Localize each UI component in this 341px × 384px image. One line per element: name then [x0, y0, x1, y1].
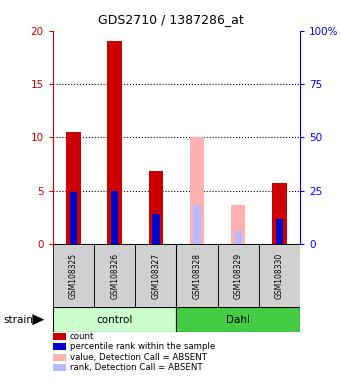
Text: GSM108330: GSM108330: [275, 252, 284, 299]
Text: strain: strain: [3, 314, 33, 325]
Bar: [152, 214, 160, 244]
Text: GSM108327: GSM108327: [151, 252, 160, 299]
Text: percentile rank within the sample: percentile rank within the sample: [70, 342, 215, 351]
Bar: [235, 231, 242, 244]
Text: GSM108329: GSM108329: [234, 252, 243, 299]
Text: Dahl: Dahl: [226, 314, 250, 325]
Text: control: control: [97, 314, 133, 325]
Bar: [177, 307, 300, 332]
Text: count: count: [70, 332, 94, 341]
Bar: [53, 244, 94, 307]
Text: GSM108328: GSM108328: [193, 253, 202, 298]
Text: value, Detection Call = ABSENT: value, Detection Call = ABSENT: [70, 353, 207, 362]
Bar: [259, 244, 300, 307]
Bar: [177, 244, 218, 307]
Bar: [107, 41, 122, 244]
Bar: [231, 205, 246, 244]
Bar: [135, 244, 177, 307]
Bar: [190, 137, 204, 244]
Text: GSM108326: GSM108326: [110, 252, 119, 299]
Bar: [149, 171, 163, 244]
Bar: [66, 132, 81, 244]
Bar: [218, 244, 259, 307]
Bar: [272, 183, 287, 244]
Bar: [193, 205, 201, 244]
Bar: [70, 192, 77, 244]
Bar: [94, 244, 135, 307]
Bar: [276, 219, 283, 244]
Bar: [53, 307, 177, 332]
Text: GDS2710 / 1387286_at: GDS2710 / 1387286_at: [98, 13, 243, 26]
Text: GSM108325: GSM108325: [69, 252, 78, 299]
Polygon shape: [32, 314, 44, 325]
Bar: [111, 190, 118, 244]
Text: rank, Detection Call = ABSENT: rank, Detection Call = ABSENT: [70, 363, 203, 372]
